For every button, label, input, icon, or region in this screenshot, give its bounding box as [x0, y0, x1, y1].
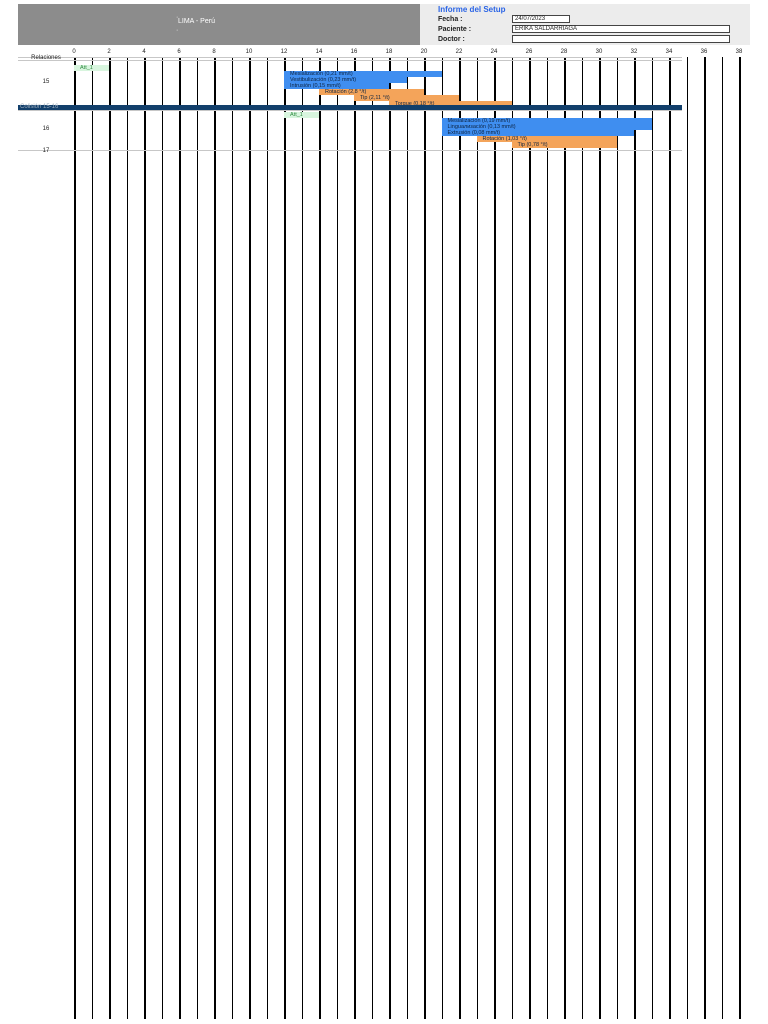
- collision-separator: [18, 105, 682, 110]
- axis-tick: 32: [630, 49, 638, 55]
- decor-dot: ·: [176, 14, 179, 21]
- grid-line: [616, 57, 618, 1019]
- grid-line: [196, 57, 198, 1019]
- movement-bar: Mesialización (0,21 mm/t): [284, 71, 442, 77]
- stage-grid: [74, 57, 754, 1019]
- paciente-value: ERIKA SALDARRIAGA: [512, 25, 730, 33]
- movement-bar: Intrusión (0,15 mm/t): [284, 83, 389, 89]
- axis-tick: 38: [735, 49, 743, 55]
- paciente-label: Paciente :: [438, 26, 472, 33]
- tooth-label: Relaciones: [31, 54, 61, 61]
- grid-line: [581, 57, 583, 1019]
- axis-tick: 8: [212, 49, 216, 55]
- tooth-rows: Relaciones 15 Att_1 Mesialización (0,21 mm/…: [0, 54, 768, 1019]
- axis-tick: 6: [177, 49, 181, 55]
- grid-line: [266, 57, 268, 1019]
- grid-line: [319, 57, 321, 1019]
- grid-line: [739, 57, 741, 1019]
- report-title: Informe del Setup: [438, 5, 506, 14]
- grid-line: [284, 57, 286, 1019]
- grid-line: [669, 57, 671, 1019]
- fecha-label: Fecha :: [438, 16, 463, 23]
- grid-line: [494, 57, 496, 1019]
- clinic-location: LIMA - Perú: [178, 18, 215, 25]
- axis-tick: 0: [72, 49, 76, 55]
- axis-tick: 10: [245, 49, 253, 55]
- movement-bar: Tip (0,78 °/t): [511, 142, 617, 148]
- movement-bar: Att_1: [284, 112, 319, 118]
- grid-line: [301, 57, 303, 1019]
- setup-report-header: Informe del Setup Fecha : 24/07/2023 Pac…: [420, 4, 750, 45]
- grid-line: [686, 57, 688, 1019]
- axis-tick: 4: [142, 49, 146, 55]
- axis-tick: 30: [595, 49, 603, 55]
- grid-line: [126, 57, 128, 1019]
- axis-tick: 18: [385, 49, 393, 55]
- grid-line: [354, 57, 356, 1019]
- grid-line: [511, 57, 513, 1019]
- grid-line: [634, 57, 636, 1019]
- grid-line: [109, 57, 111, 1019]
- axis-tick: 16: [350, 49, 358, 55]
- axis-tick: 22: [455, 49, 463, 55]
- movement-bar: Rotación (2,8 °/t): [319, 89, 424, 95]
- grid-line: [389, 57, 391, 1019]
- grid-line: [704, 57, 706, 1019]
- grid-line: [214, 57, 216, 1019]
- grid-line: [424, 57, 426, 1019]
- row-divider: [18, 57, 682, 58]
- doctor-label: Doctor :: [438, 36, 465, 43]
- axis-tick: 12: [280, 49, 288, 55]
- movement-bar: Torque (0,18 °/t): [389, 101, 512, 107]
- grid-line: [231, 57, 233, 1019]
- axis-tick: 20: [420, 49, 428, 55]
- movement-bar: Rotación (1,03 °/t): [476, 136, 617, 142]
- grid-line: [336, 57, 338, 1019]
- fecha-value: 24/07/2023: [512, 15, 570, 23]
- row-divider: [18, 150, 682, 151]
- tooth-label: 16: [42, 126, 50, 132]
- header-clinic-panel: · LIMA - Perú ·: [18, 4, 420, 45]
- axis-tick: 14: [315, 49, 323, 55]
- collision-label: Colisión 15-16: [20, 104, 59, 110]
- grid-line: [249, 57, 251, 1019]
- axis-tick: 26: [525, 49, 533, 55]
- grid-line: [406, 57, 408, 1019]
- movement-bar: Vestibulización (0,23 mm/t): [284, 77, 407, 83]
- grid-line: [144, 57, 146, 1019]
- axis-tick: 2: [107, 49, 111, 55]
- axis-tick: 36: [700, 49, 708, 55]
- grid-line: [441, 57, 443, 1019]
- tooth-label: 15: [42, 78, 50, 85]
- movement-bar: Linguализación (0,13 mm/t): [441, 124, 652, 130]
- axis-tick: 34: [665, 49, 673, 55]
- doctor-value: [512, 35, 730, 43]
- movement-bar: Mesialización (0,19 mm/t): [441, 118, 652, 124]
- decor-dot: ·: [176, 27, 179, 34]
- row-divider: [18, 60, 682, 61]
- movement-bar: Extrusión (0,08 mm/t): [441, 130, 634, 136]
- grid-line: [91, 57, 93, 1019]
- movement-bar: Att_1: [74, 65, 109, 71]
- row-divider: [18, 110, 682, 111]
- grid-line: [371, 57, 373, 1019]
- axis-tick: 28: [560, 49, 568, 55]
- grid-line: [546, 57, 548, 1019]
- grid-line: [179, 57, 181, 1019]
- grid-line: [476, 57, 478, 1019]
- grid-line: [651, 57, 653, 1019]
- grid-line: [721, 57, 723, 1019]
- grid-line: [529, 57, 531, 1019]
- axis-tick: 24: [490, 49, 498, 55]
- grid-line: [161, 57, 163, 1019]
- grid-line: [459, 57, 461, 1019]
- movement-bar: Tip (2,11 °/t): [354, 95, 459, 101]
- grid-line: [74, 57, 76, 1019]
- grid-line: [599, 57, 601, 1019]
- grid-line: [564, 57, 566, 1019]
- stage-axis: 0 2 4 6 8 10 12 14 16 18 20 22 24 26 28 30 32 34 36 38: [0, 46, 768, 57]
- tooth-label: 17: [42, 147, 50, 154]
